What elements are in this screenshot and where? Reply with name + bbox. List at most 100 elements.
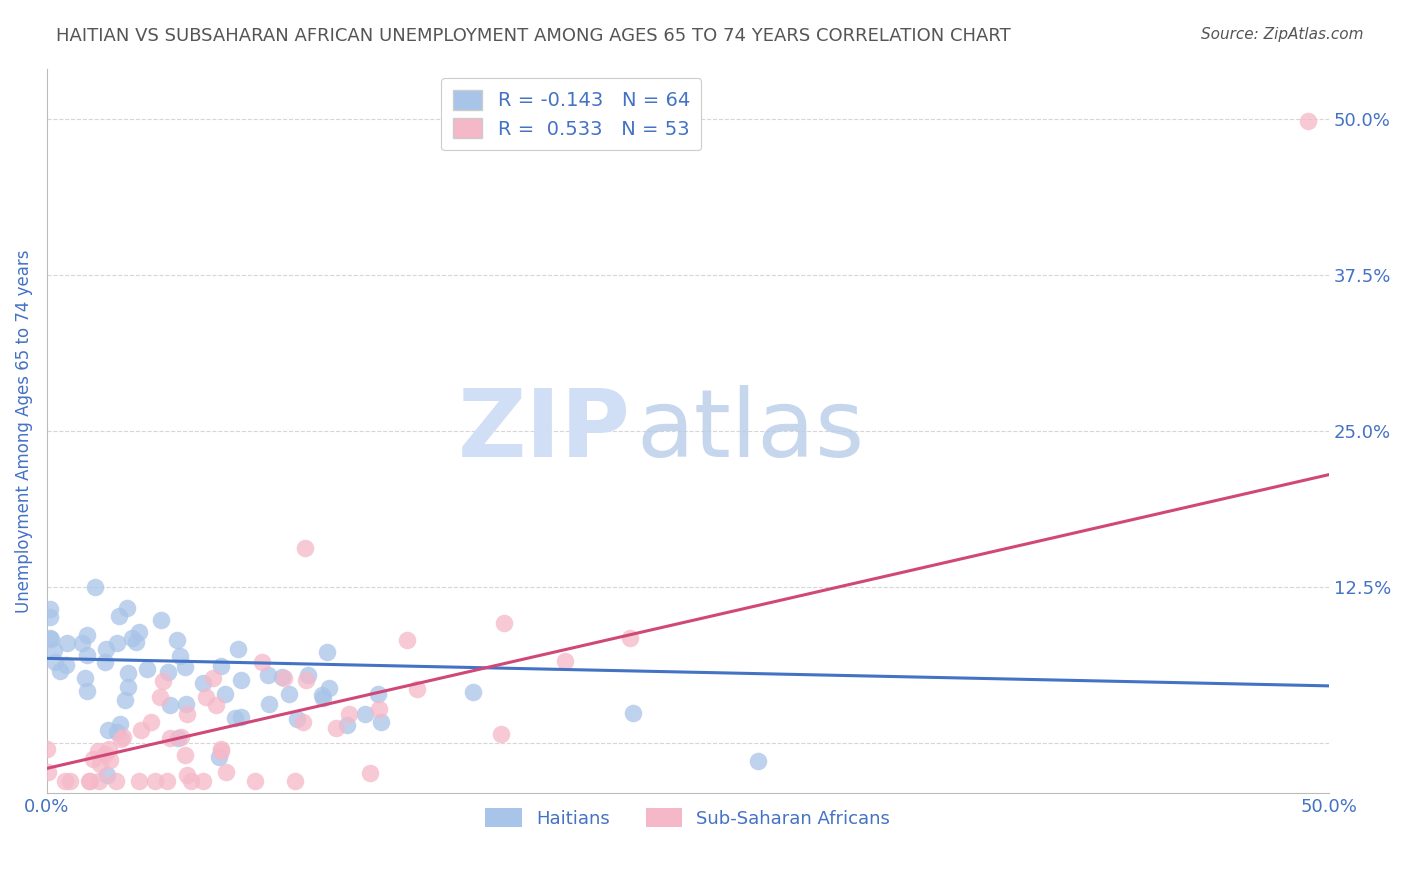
Point (110, 732, 132, 747)
Point (287, 712, 309, 726)
Point (180, 773, 202, 788)
Point (143, 773, 166, 788)
Point (271, 670, 294, 684)
Point (250, 656, 273, 670)
Point (747, 754, 769, 768)
Point (294, 541, 316, 555)
Point (176, 706, 198, 721)
Point (44, 643, 66, 657)
Point (214, 687, 236, 701)
Point (44, 655, 66, 669)
Point (1296, 114, 1319, 128)
Point (77, 773, 100, 788)
Point (70, 636, 93, 650)
Point (277, 687, 299, 701)
Point (229, 673, 252, 687)
Point (193, 676, 215, 690)
Point (117, 680, 139, 694)
Point (117, 666, 139, 681)
Text: atlas: atlas (637, 385, 865, 477)
Point (257, 667, 280, 681)
Point (174, 697, 197, 711)
Point (37, 765, 59, 780)
Point (209, 742, 232, 756)
Point (169, 730, 191, 744)
Legend: Haitians, Sub-Saharan Africans: Haitians, Sub-Saharan Africans (478, 801, 897, 835)
Point (149, 690, 172, 704)
Point (39, 602, 62, 616)
Point (94, 656, 117, 670)
Point (112, 730, 135, 744)
Point (291, 714, 314, 729)
Point (554, 654, 576, 668)
Point (405, 682, 427, 697)
Text: HAITIAN VS SUBSAHARAN AFRICAN UNEMPLOYMENT AMONG AGES 65 TO 74 YEARS CORRELATION: HAITIAN VS SUBSAHARAN AFRICAN UNEMPLOYME… (56, 27, 1011, 45)
Point (492, 615, 515, 630)
Point (115, 600, 138, 615)
Point (73, 671, 96, 685)
Point (315, 645, 337, 659)
Point (76, 648, 98, 662)
Point (131, 723, 153, 737)
Point (176, 768, 198, 782)
Point (159, 698, 181, 713)
Point (87, 773, 110, 788)
Point (76, 684, 98, 698)
Point (359, 766, 381, 780)
Point (150, 613, 173, 627)
Point (295, 673, 318, 688)
Point (325, 722, 347, 736)
Point (53, 773, 76, 788)
Point (89, 756, 111, 771)
Point (141, 714, 163, 729)
Point (105, 773, 128, 788)
Point (96, 767, 118, 781)
Point (49, 665, 72, 679)
Point (76, 628, 98, 642)
Point (224, 711, 246, 725)
Point (108, 717, 131, 731)
Point (209, 659, 232, 673)
Point (194, 690, 217, 704)
Point (37, 742, 59, 756)
Point (174, 660, 197, 674)
Point (368, 702, 391, 716)
Point (94, 747, 117, 761)
Point (79, 773, 101, 788)
Point (336, 717, 359, 731)
Point (39, 632, 62, 647)
Point (97, 723, 120, 738)
Point (108, 608, 131, 623)
Point (353, 707, 375, 722)
Point (125, 634, 148, 648)
Point (167, 731, 190, 745)
Point (82, 752, 104, 766)
Point (367, 687, 389, 701)
Point (284, 773, 307, 788)
Point (59, 773, 82, 788)
Point (191, 773, 214, 788)
Point (94, 641, 117, 656)
Point (86, 744, 108, 758)
Point (215, 764, 238, 779)
Y-axis label: Unemployment Among Ages 65 to 74 years: Unemployment Among Ages 65 to 74 years (15, 249, 32, 613)
Point (318, 681, 340, 695)
Point (39, 610, 62, 624)
Point (55, 658, 77, 673)
Point (209, 744, 232, 758)
Point (489, 727, 512, 741)
Point (152, 674, 174, 689)
Point (312, 690, 335, 705)
Point (231, 710, 253, 724)
Point (208, 750, 231, 764)
Point (273, 671, 295, 685)
Point (38, 632, 60, 646)
Text: Source: ZipAtlas.com: Source: ZipAtlas.com (1201, 27, 1364, 42)
Point (105, 635, 128, 649)
Point (84, 580, 107, 594)
Point (337, 706, 360, 721)
Point (461, 685, 484, 699)
Point (128, 624, 150, 639)
Point (205, 698, 228, 712)
Point (174, 747, 197, 762)
